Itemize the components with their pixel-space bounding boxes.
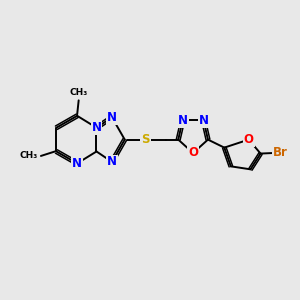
Text: CH₃: CH₃ [19,152,38,160]
Text: Br: Br [272,146,287,160]
Text: N: N [92,121,101,134]
Text: N: N [199,114,208,127]
Text: CH₃: CH₃ [70,88,88,97]
Text: O: O [244,133,254,146]
Text: S: S [141,133,150,146]
Text: N: N [178,114,188,127]
Text: N: N [107,111,117,124]
Text: N: N [107,155,117,168]
Text: N: N [72,157,82,170]
Text: O: O [188,146,198,160]
